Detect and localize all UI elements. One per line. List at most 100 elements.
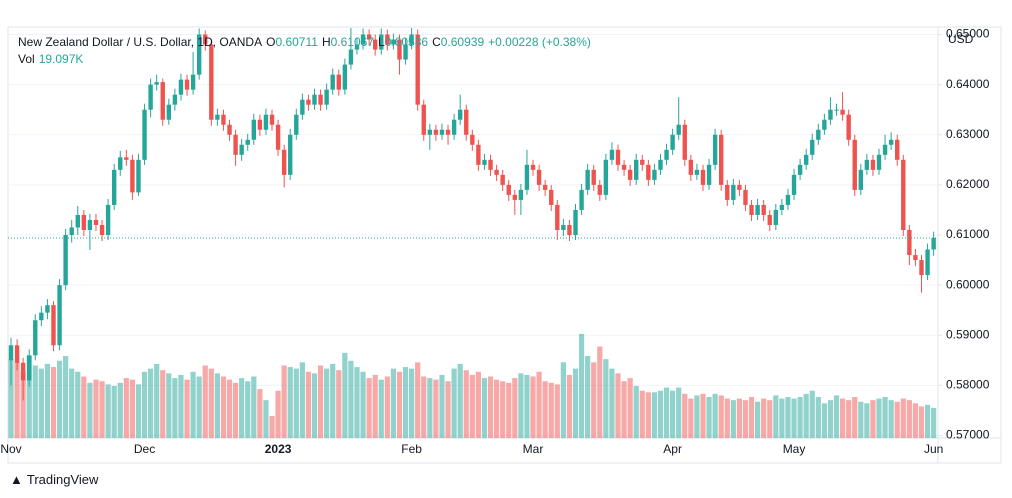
candle-body bbox=[306, 99, 311, 105]
candle-body bbox=[330, 74, 335, 90]
grid bbox=[8, 34, 938, 436]
candle-body bbox=[682, 124, 687, 160]
y-tick-label: 0.65000 bbox=[946, 27, 990, 41]
volume-bar bbox=[706, 397, 712, 438]
candle-body bbox=[561, 224, 566, 230]
candle-body bbox=[870, 159, 876, 170]
candle-body bbox=[14, 345, 20, 363]
volume-bar bbox=[676, 387, 682, 438]
candle-body bbox=[154, 82, 159, 85]
volume-bar bbox=[548, 382, 554, 438]
volume-bar bbox=[585, 356, 591, 438]
candle-body bbox=[81, 214, 87, 230]
volume-bar bbox=[512, 378, 518, 438]
volume-bar bbox=[378, 379, 384, 438]
volume-bar bbox=[603, 359, 609, 438]
candle-body bbox=[743, 189, 748, 205]
volume-bar bbox=[305, 371, 312, 438]
candle-body bbox=[876, 154, 882, 170]
candle-body bbox=[749, 204, 754, 215]
candle-body bbox=[810, 139, 815, 155]
candle-body bbox=[791, 174, 797, 195]
volume-bar bbox=[342, 352, 348, 438]
candle-body bbox=[457, 109, 463, 120]
candle-body bbox=[215, 114, 220, 120]
x-tick-label: Apr bbox=[663, 442, 682, 456]
volume-bar bbox=[172, 378, 178, 438]
candle-body bbox=[767, 214, 772, 225]
volume-bar bbox=[682, 393, 688, 438]
volume-bar bbox=[627, 378, 633, 438]
volume-bar bbox=[779, 398, 785, 438]
volume-bar bbox=[269, 415, 275, 438]
volume-bar bbox=[32, 365, 38, 438]
volume-bar bbox=[38, 368, 44, 438]
candle-body bbox=[627, 169, 633, 180]
volume-bar bbox=[390, 368, 397, 438]
x-tick-label: Feb bbox=[401, 442, 422, 456]
volume-bar bbox=[421, 376, 427, 438]
volume-bar bbox=[214, 373, 220, 438]
candle-body bbox=[391, 39, 396, 45]
candle-body bbox=[294, 114, 299, 135]
candle-body bbox=[706, 164, 712, 185]
volume-bar bbox=[8, 359, 14, 438]
volume-bar bbox=[724, 398, 730, 438]
candle-body bbox=[621, 164, 627, 170]
y-tick-label: 0.60000 bbox=[946, 277, 990, 291]
volume-bar bbox=[639, 390, 645, 438]
candle-body bbox=[360, 34, 366, 45]
candle-body bbox=[913, 255, 918, 261]
volume-bar bbox=[99, 381, 105, 438]
chart-legend: New Zealand Dollar / U.S. Dollar, 1D, OA… bbox=[18, 34, 595, 50]
candle-body bbox=[348, 49, 354, 65]
candle-body bbox=[336, 74, 341, 90]
candle-body bbox=[288, 134, 293, 175]
change-value: +0.00228 (+0.38%) bbox=[488, 35, 591, 49]
candle-body bbox=[409, 34, 414, 45]
volume-bar bbox=[469, 374, 475, 438]
candle-body bbox=[779, 204, 785, 210]
volume-bar bbox=[833, 395, 840, 438]
candle-body bbox=[427, 129, 433, 135]
volume-bar bbox=[287, 367, 293, 438]
candle-body bbox=[882, 144, 888, 155]
volume-bar bbox=[609, 368, 615, 438]
candle-body bbox=[275, 124, 281, 150]
volume-bar bbox=[251, 376, 257, 438]
candle-body bbox=[694, 169, 700, 175]
volume-bar bbox=[518, 373, 524, 438]
x-tick-label: Dec bbox=[134, 442, 155, 456]
volume-bar bbox=[123, 378, 129, 438]
candle-body bbox=[136, 159, 141, 193]
volume-bar bbox=[560, 362, 566, 438]
price-layer bbox=[8, 28, 938, 401]
volume-bar bbox=[712, 393, 718, 438]
volume-bar bbox=[263, 400, 269, 438]
volume-bar bbox=[536, 371, 542, 438]
volume-bar bbox=[694, 395, 700, 438]
candle-body bbox=[27, 355, 32, 381]
candle-body bbox=[579, 189, 584, 210]
candle-body bbox=[542, 184, 548, 190]
candle-body bbox=[476, 144, 481, 165]
volume-bar bbox=[621, 381, 627, 438]
candle-body bbox=[172, 94, 178, 105]
candle-body bbox=[385, 34, 390, 45]
volume-bar bbox=[275, 390, 281, 438]
candle-body bbox=[445, 129, 451, 135]
candle-body bbox=[451, 119, 457, 135]
volume-bar bbox=[736, 398, 742, 438]
candle-body bbox=[257, 119, 263, 130]
candle-body bbox=[615, 149, 621, 165]
volume-bar bbox=[882, 397, 888, 438]
y-tick-label: 0.57000 bbox=[946, 428, 990, 442]
volume-bar bbox=[578, 333, 585, 438]
candle-body bbox=[379, 34, 384, 50]
volume-bar bbox=[372, 374, 378, 438]
candle-body bbox=[919, 260, 924, 276]
candle-body bbox=[69, 227, 74, 236]
volume-bar bbox=[755, 401, 761, 438]
candle-body bbox=[512, 194, 518, 200]
candle-body bbox=[506, 184, 511, 195]
